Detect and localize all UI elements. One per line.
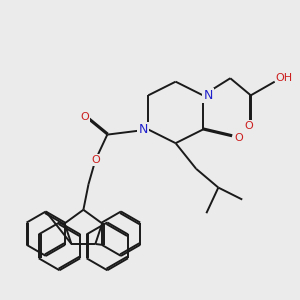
Text: O: O <box>91 155 100 165</box>
Text: O: O <box>245 121 254 131</box>
Text: O: O <box>80 112 89 122</box>
Text: N: N <box>203 89 213 102</box>
Text: N: N <box>139 123 148 136</box>
Text: O: O <box>235 133 243 143</box>
Text: OH: OH <box>276 73 293 83</box>
